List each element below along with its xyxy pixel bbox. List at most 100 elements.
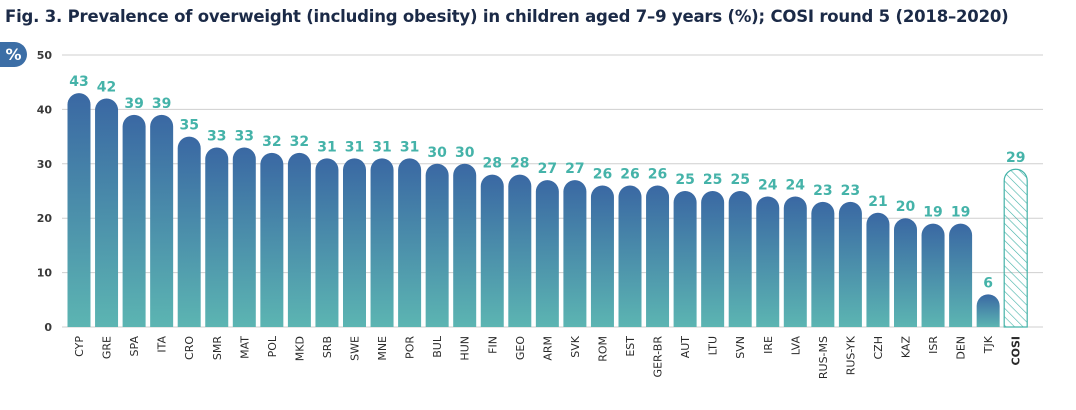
x-tick-label: RUS-MS — [817, 336, 830, 379]
data-label: 26 — [620, 167, 639, 183]
data-label: 6 — [983, 275, 993, 291]
bar-pol — [260, 152, 284, 327]
bar-est — [618, 185, 642, 327]
x-tick-label: KAZ — [900, 336, 913, 359]
x-tick-label: SWE — [349, 336, 362, 361]
x-tick-label: MKD — [293, 336, 306, 361]
x-tick-label: MAT — [238, 336, 251, 359]
data-label: 31 — [372, 139, 391, 155]
bar-ire — [756, 196, 780, 327]
x-tick-label: SPA — [128, 336, 141, 357]
data-label: 32 — [262, 134, 281, 150]
x-tick-label: GRE — [101, 336, 114, 359]
y-tick-label: 30 — [37, 158, 53, 171]
x-tick-label: ISR — [927, 336, 940, 354]
x-tick-label: GEO — [514, 336, 527, 360]
y-tick-label: 20 — [37, 212, 53, 225]
x-tick-label: SVN — [734, 336, 747, 359]
x-tick-label: DEN — [955, 336, 968, 360]
bar-czh — [866, 212, 890, 327]
x-tick-label: BUL — [431, 335, 444, 358]
data-label: 28 — [510, 156, 529, 172]
x-axis: CYP GRE SPA ITA CRO SMR MAT POL MKD SRB SWE MNE POR B… — [73, 335, 1023, 379]
y-tick-label: 40 — [37, 103, 53, 116]
bar-mkd — [287, 152, 311, 327]
data-label: 25 — [730, 172, 749, 188]
bar-mat — [232, 147, 256, 327]
data-label: 25 — [675, 172, 694, 188]
bar-srb — [315, 158, 339, 327]
data-label: 24 — [786, 177, 806, 193]
y-axis: 0 10 20 30 40 50 — [37, 49, 53, 334]
x-tick-label: SMR — [211, 336, 224, 360]
bar-lva — [783, 196, 807, 327]
data-label: 19 — [923, 205, 942, 221]
data-label: 24 — [758, 177, 778, 193]
bar-hun — [453, 163, 477, 327]
bars — [67, 93, 1028, 328]
x-tick-label: GER-BR — [652, 336, 665, 378]
bar-aut — [673, 191, 697, 327]
data-label: 43 — [69, 74, 88, 90]
data-label: 19 — [951, 205, 970, 221]
x-tick-label: FIN — [486, 336, 499, 354]
bar-por — [398, 158, 422, 327]
x-tick-label: ROM — [596, 336, 609, 362]
x-tick-label: HUN — [459, 336, 472, 361]
bar-cosi-average — [1003, 168, 1028, 328]
bar-fin — [480, 174, 504, 327]
x-tick-label: CZH — [872, 336, 885, 360]
bar-ger-br — [646, 185, 670, 327]
bar-gre — [95, 98, 119, 328]
bar-tjk — [976, 294, 1000, 327]
x-tick-label: CYP — [73, 336, 86, 357]
x-tick-label: POL — [266, 335, 279, 357]
x-tick-label: AUT — [679, 336, 692, 359]
data-label: 23 — [841, 183, 860, 199]
data-label: 42 — [97, 80, 116, 96]
bar-cyp — [67, 93, 91, 327]
bar-ita — [150, 114, 174, 327]
x-tick-label: RUS-YK — [844, 335, 857, 375]
data-label: 26 — [593, 167, 612, 183]
data-label: 26 — [648, 167, 667, 183]
data-labels: 43 42 39 39 35 33 33 32 32 31 31 31 31 30 30 28 28 27 27 26… — [69, 74, 1025, 291]
data-label: 35 — [179, 118, 198, 134]
data-label: 33 — [207, 128, 226, 144]
y-tick-label: 0 — [44, 321, 52, 334]
data-label: 29 — [1006, 150, 1025, 166]
data-label: 31 — [400, 139, 419, 155]
y-tick-label: 10 — [37, 267, 53, 280]
x-tick-label: EST — [624, 336, 637, 357]
data-label: 27 — [538, 161, 557, 177]
data-label: 32 — [290, 134, 309, 150]
bar-rus-yk — [838, 201, 862, 327]
data-label: 31 — [317, 139, 336, 155]
data-label: 27 — [565, 161, 584, 177]
x-tick-label: CRO — [183, 336, 196, 360]
data-label: 39 — [152, 96, 171, 112]
x-tick-label: COSI — [1010, 336, 1023, 365]
bar-den — [949, 223, 973, 327]
bar-arm — [535, 180, 559, 327]
bar-svn — [728, 191, 752, 327]
x-tick-label: LTU — [707, 336, 720, 355]
data-label: 20 — [896, 199, 916, 215]
x-tick-label: ARM — [541, 336, 554, 361]
x-tick-label: IRE — [762, 336, 775, 354]
x-tick-label: SVK — [569, 335, 582, 358]
data-label: 30 — [455, 145, 475, 161]
bar-rom — [590, 185, 614, 327]
x-tick-label: TJK — [982, 335, 995, 354]
data-label: 28 — [483, 156, 502, 172]
x-tick-label: LVA — [789, 336, 802, 356]
bar-geo — [508, 174, 532, 327]
bar-swe — [343, 158, 366, 327]
bar-isr — [921, 223, 945, 327]
bar-bul — [425, 163, 449, 327]
bar-ltu — [701, 191, 725, 327]
data-label: 33 — [235, 128, 254, 144]
bar-spa — [122, 114, 146, 327]
bar-mne — [370, 158, 394, 327]
bar-rus-ms — [811, 201, 835, 327]
